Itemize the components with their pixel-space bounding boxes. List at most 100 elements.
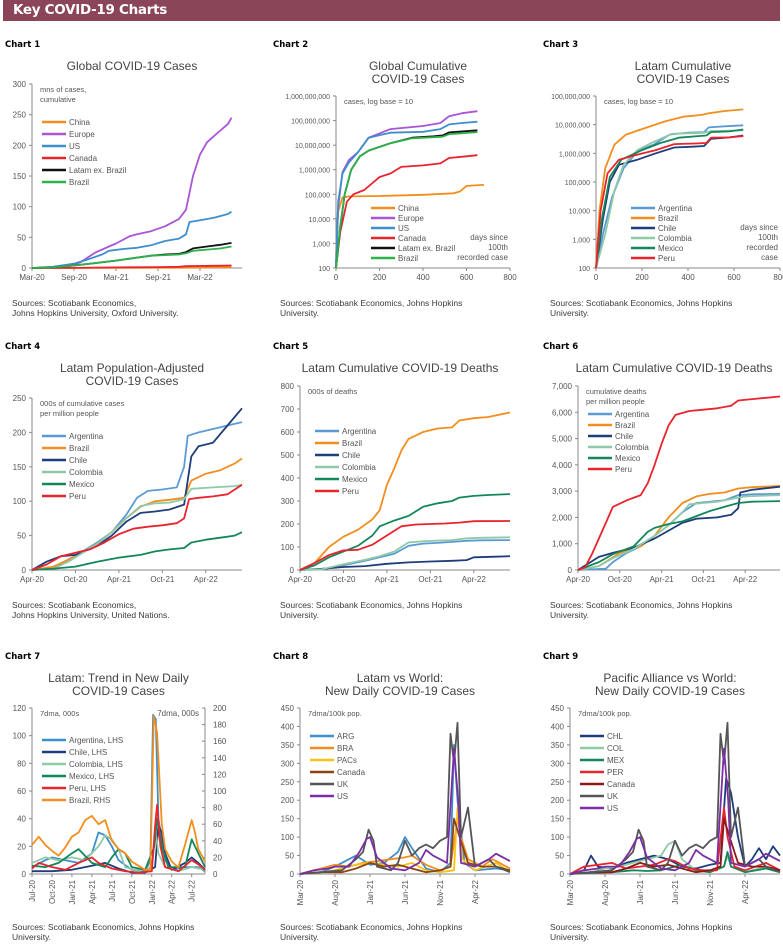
x-tick-label: Oct-20 [608,575,633,584]
series-line-chl [569,777,781,875]
series-line-per [569,806,781,875]
series-line-mexico [299,493,511,571]
y-tick-label: 100,000,000 [551,94,590,101]
legend-label: Peru [69,492,86,501]
source-line: University. [280,308,320,318]
source-line: Sources: Scotiabank Economics, Johns Hop… [280,298,463,308]
unit-note: cases, log base = 10 [604,97,673,106]
y-tick-label: 10,000,000 [555,123,590,130]
y-tick-label: 20 [17,842,26,851]
source-note: Sources: Scotiabank Economics, Johns Hop… [550,922,783,942]
source-line: Sources: Scotiabank Economics, Johns Hop… [280,922,463,932]
chart1-svg: Global COVID-19 Cases 0 50 100 150 200 250 300 M… [13,59,242,282]
source-line: Sources: Scotiabank Economics, Johns Hop… [12,922,195,932]
legend-label: UK [337,780,349,789]
chart5-svg: Latam Cumulative COVID-19 Deaths 0 100 200 3… [281,361,511,584]
y2-tick-label: 120 [213,770,227,779]
unit-note: mns of cases, [40,85,86,94]
legend-label: Brazil [398,254,418,263]
x-tick-label: 0 [594,273,599,282]
chart6-panel: Chart 6 Latam Cumulative COVID-19 Deaths 0… [538,342,783,637]
y-tick-label: 7,000 [552,382,573,391]
x-tick-label: 600 [460,273,474,282]
y-tick-label: 100 [13,497,27,506]
series-line-peru [595,135,744,269]
y-tick-label: 250 [281,778,295,787]
y-tick-label: 150 [13,463,27,472]
source-line: Sources: Scotiabank Economics, Johns Hop… [550,600,733,610]
source-line: Sources: Scotiabank Economics, Johns Hop… [280,600,463,610]
source-note: Sources: Scotiabank Economics, Johns Hop… [550,600,783,620]
y-tick-label: 0 [22,870,27,879]
x-tick-label: Apr-21 [107,575,132,584]
y-tick-label: 300 [281,497,295,506]
corner-note: days since [740,223,778,232]
y-tick-label: 1,000 [552,540,573,549]
x-tick-label: Mar-20 [566,879,575,905]
y2-tick-label: 20 [213,853,222,862]
source-line: Sources: Scotiabank Economics, [12,600,137,610]
legend-label: UK [607,792,619,801]
chart-title: Latam Cumulative COVID-19 Deaths [576,361,773,375]
x-tick-label: Nov-21 [436,879,445,905]
x-tick-label: Aug-20 [601,879,610,905]
series-line-brazil [595,108,744,269]
chart-label: Chart 2 [273,40,309,50]
y-tick-label: 1,000,000 [299,168,330,175]
source-note: Sources: Scotiabank Economics, Johns Hop… [12,922,257,942]
unit-note: 7dma/100k pop. [308,709,362,718]
y2-tick-label: 200 [213,704,227,713]
legend-label: Brazil, RHS [69,796,110,805]
chart-label: Chart 1 [5,40,41,50]
chart-title: New Daily COVID-19 Cases [595,684,745,698]
y-tick-label: 80 [17,759,26,768]
legend-label: US [607,804,618,813]
chart-title: COVID-19 Cases [637,72,730,86]
unit-note: 000s of cumulative cases [40,399,124,408]
legend-label: Mexico, LHS [69,772,114,781]
x-tick-label: Mar-20 [296,879,305,905]
x-tick-label: 600 [727,273,741,282]
chart8-panel: Chart 8 Latam vs World: New Daily COVID-19… [268,652,523,947]
y-tick-label: 0 [290,566,295,575]
series-line-argentina [577,492,781,571]
legend-label: Mexico [658,244,684,253]
chart-title: Latam Population-Adjusted [60,361,204,375]
series-line-colombia [595,129,744,269]
x-tick-label: Oct-20 [63,575,88,584]
chart-label: Chart 6 [543,342,579,352]
x-tick-label: Apr-21 [88,879,97,904]
x-tick-label: Apr-22 [733,575,758,584]
legend-label: Latam ex. Brazil [398,244,456,253]
y-tick-label: 150 [13,172,27,181]
source-note: Sources: Scotiabank Economics, Johns Hopk… [12,298,257,318]
y-tick-label: 450 [281,704,295,713]
legend-label: PACs [337,756,357,765]
series-line-chile [595,134,744,269]
y-tick-label: 100 [281,543,295,552]
chart9-panel: Chart 9 Pacific Alliance vs World: New Dai… [538,652,783,947]
x-tick-label: Sep-20 [61,273,87,282]
series-line-argentina [299,539,511,571]
legend-label: Brazil [69,178,89,187]
corner-note: recorded case [457,253,508,262]
x-tick-label: Mar-20 [19,273,45,282]
chart-title: COVID-19 Cases [86,374,179,388]
y-tick-label: 5,000 [552,435,573,444]
x-tick-label: 400 [416,273,430,282]
y-tick-label: 600 [281,428,295,437]
y-tick-label: 50 [285,852,294,861]
legend-label: Colombia [69,468,103,477]
legend-label: Colombia [615,443,649,452]
chart-label: Chart 7 [5,652,41,662]
x-tick-label: Jul-21 [108,879,117,901]
y-tick-label: 0 [22,264,27,273]
source-line: University. [12,932,52,942]
x-tick-label: Jan-21 [366,879,375,904]
legend-label: Mexico [342,475,368,484]
source-line: University. [550,308,590,318]
unit-note: per million people [40,409,99,418]
